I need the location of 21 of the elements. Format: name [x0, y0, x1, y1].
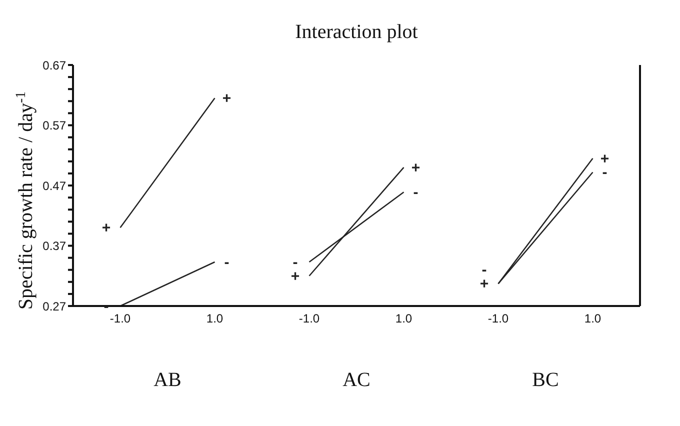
text: AB	[154, 369, 182, 391]
y-tick-label: 0.47	[42, 178, 66, 193]
chart-title: Interaction plot	[295, 21, 418, 43]
x-tick-label: 1.0	[584, 312, 602, 326]
series-label: +	[222, 90, 232, 108]
x-tick-label: -1.0	[488, 312, 509, 326]
text: AC	[342, 369, 370, 391]
y-tick-label: 0.37	[42, 239, 66, 254]
series-label: -	[413, 184, 418, 202]
x-tick-label: 1.0	[206, 312, 224, 326]
text: +	[102, 220, 111, 237]
y-tick-label: 0.27	[42, 299, 66, 314]
series-label: +	[411, 159, 420, 176]
y-tick-label: 0.57	[42, 118, 66, 133]
y-tick-label: 0.67	[42, 58, 66, 72]
x-tick-label: -1.0	[110, 312, 131, 326]
text: -	[104, 298, 109, 315]
text: BC	[532, 369, 559, 391]
series-label: -	[224, 254, 230, 272]
x-tick-label: 1.0	[395, 312, 412, 326]
x-tick-label: -1.0	[298, 312, 320, 326]
